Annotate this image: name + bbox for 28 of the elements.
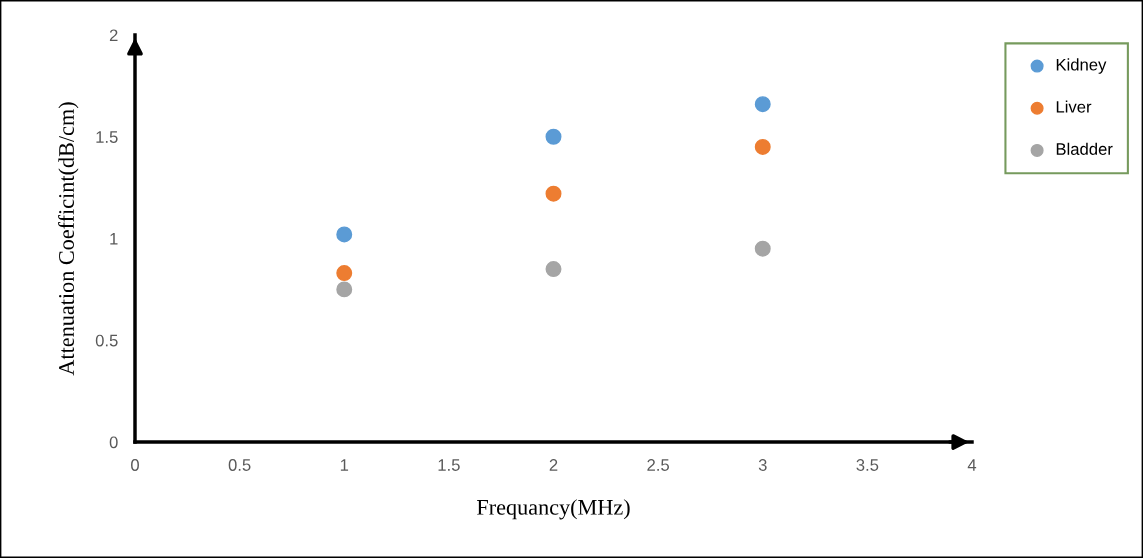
point	[336, 281, 353, 298]
legend-label: Kidney	[1056, 58, 1107, 74]
y-tick-label: 2	[109, 29, 118, 42]
x-tick-label: 3	[758, 459, 767, 471]
point	[336, 265, 353, 282]
x-tick-label: 1.5	[438, 459, 460, 471]
point	[754, 240, 771, 257]
x-tick-label: 1	[340, 459, 349, 471]
x-tick-label: 3.5	[856, 459, 879, 471]
point	[336, 226, 353, 243]
x-tick-label: 0	[131, 459, 139, 471]
legend-label: Bladder	[1056, 142, 1113, 155]
x-axis-title: Frequancy(MHz)	[477, 499, 630, 520]
x-tick-label: 2.5	[647, 459, 670, 471]
point	[545, 185, 562, 202]
x-tick-label: 2	[549, 459, 558, 471]
x-tick-label: 0.5	[228, 459, 251, 471]
point	[545, 261, 562, 278]
point	[754, 96, 771, 113]
point	[545, 128, 562, 145]
point	[754, 138, 771, 155]
y-tick-label: 0	[109, 436, 118, 449]
y-tick-label: 0.5	[95, 334, 118, 347]
y-tick-label: 1.5	[96, 131, 118, 143]
y-tick-label: 1	[110, 233, 118, 245]
legend-label: Liver	[1056, 100, 1092, 113]
y-axis-title: Attenuation Coefficint(dB/cm)	[58, 102, 79, 376]
x-tick-label: 4	[967, 459, 977, 471]
